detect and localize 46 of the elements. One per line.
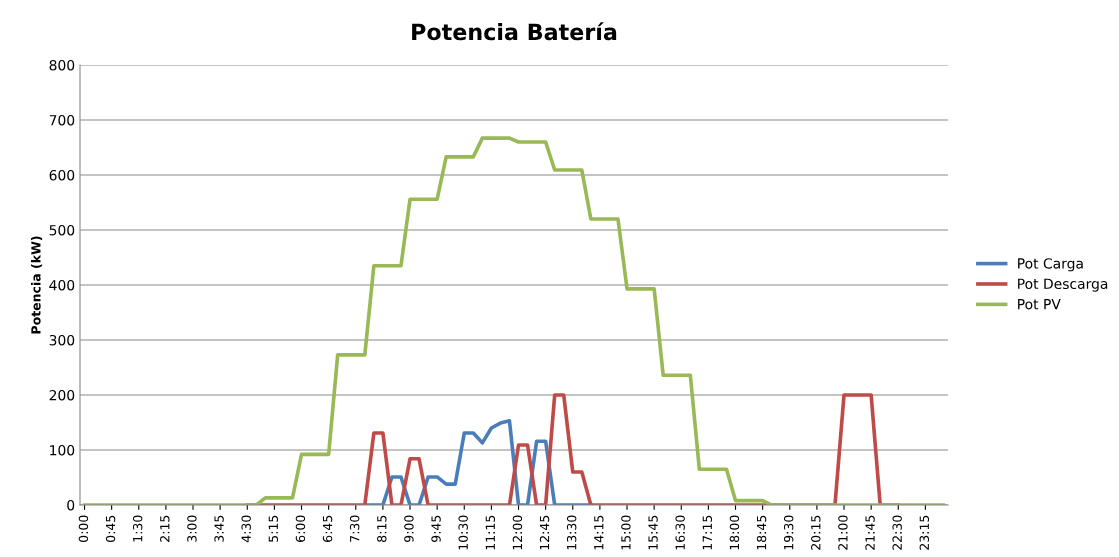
x-tick-label: 16:30 bbox=[675, 515, 685, 550]
x-tick-label: 18:00 bbox=[729, 515, 740, 550]
y-tick-label: 500 bbox=[49, 224, 75, 236]
x-tick-label: 20:15 bbox=[811, 515, 821, 550]
x-tick-label: 9:45 bbox=[431, 515, 441, 543]
x-tick-label: 22:30 bbox=[892, 515, 902, 550]
x-tick-label: 10:30 bbox=[458, 515, 468, 550]
y-tick-label: 200 bbox=[49, 389, 75, 401]
x-tick-label: 4:30 bbox=[241, 515, 251, 543]
x-tick-label: 3:00 bbox=[187, 515, 197, 542]
y-tick-label: 300 bbox=[49, 334, 75, 346]
x-tick-label: 11:15 bbox=[485, 515, 496, 550]
x-tick-label: 6:00 bbox=[295, 515, 306, 542]
legend-label: Pot Descarga bbox=[1018, 278, 1108, 292]
x-tick-label: 21:45 bbox=[865, 515, 875, 550]
y-tick-label: 800 bbox=[49, 59, 75, 71]
y-axis-title: Potencia (kW) bbox=[30, 236, 43, 334]
y-tick-label: 400 bbox=[49, 279, 75, 291]
x-tick-label: 14:15 bbox=[594, 515, 604, 550]
legend-label: Pot Carga bbox=[1018, 258, 1083, 272]
x-tick-label: 12:45 bbox=[539, 515, 550, 550]
x-tick-label: 23:15 bbox=[919, 515, 930, 550]
x-tick-label: 18:45 bbox=[756, 515, 767, 550]
x-tick-label: 17:15 bbox=[702, 515, 713, 550]
x-tick-label: 5:15 bbox=[268, 515, 279, 542]
x-tick-label: 12:00 bbox=[512, 515, 523, 550]
y-tick-label: 700 bbox=[49, 114, 75, 126]
x-tick-label: 3:45 bbox=[214, 515, 224, 542]
y-tick-label: 600 bbox=[49, 169, 75, 181]
legend-label: Pot PV bbox=[1018, 299, 1061, 310]
x-tick-label: 15:45 bbox=[648, 515, 658, 550]
chart-title: Potencia Batería bbox=[412, 22, 617, 41]
x-tick-label: 1:30 bbox=[132, 515, 143, 542]
x-tick-label: 15:00 bbox=[621, 515, 631, 550]
x-tick-label: 9:00 bbox=[404, 515, 414, 543]
x-tick-label: 2:15 bbox=[160, 515, 170, 542]
x-tick-label: 0:45 bbox=[105, 515, 116, 542]
x-tick-label: 8:15 bbox=[377, 515, 387, 542]
y-tick-label: 100 bbox=[50, 444, 75, 456]
x-tick-label: 21:00 bbox=[838, 515, 848, 550]
x-tick-label: 19:30 bbox=[783, 515, 794, 550]
x-tick-label: 0:00 bbox=[78, 515, 89, 542]
x-tick-label: 6:45 bbox=[322, 515, 333, 542]
y-tick-label: 0 bbox=[67, 499, 75, 511]
x-tick-label: 7:30 bbox=[349, 515, 360, 542]
x-tick-label: 13:30 bbox=[566, 515, 577, 550]
